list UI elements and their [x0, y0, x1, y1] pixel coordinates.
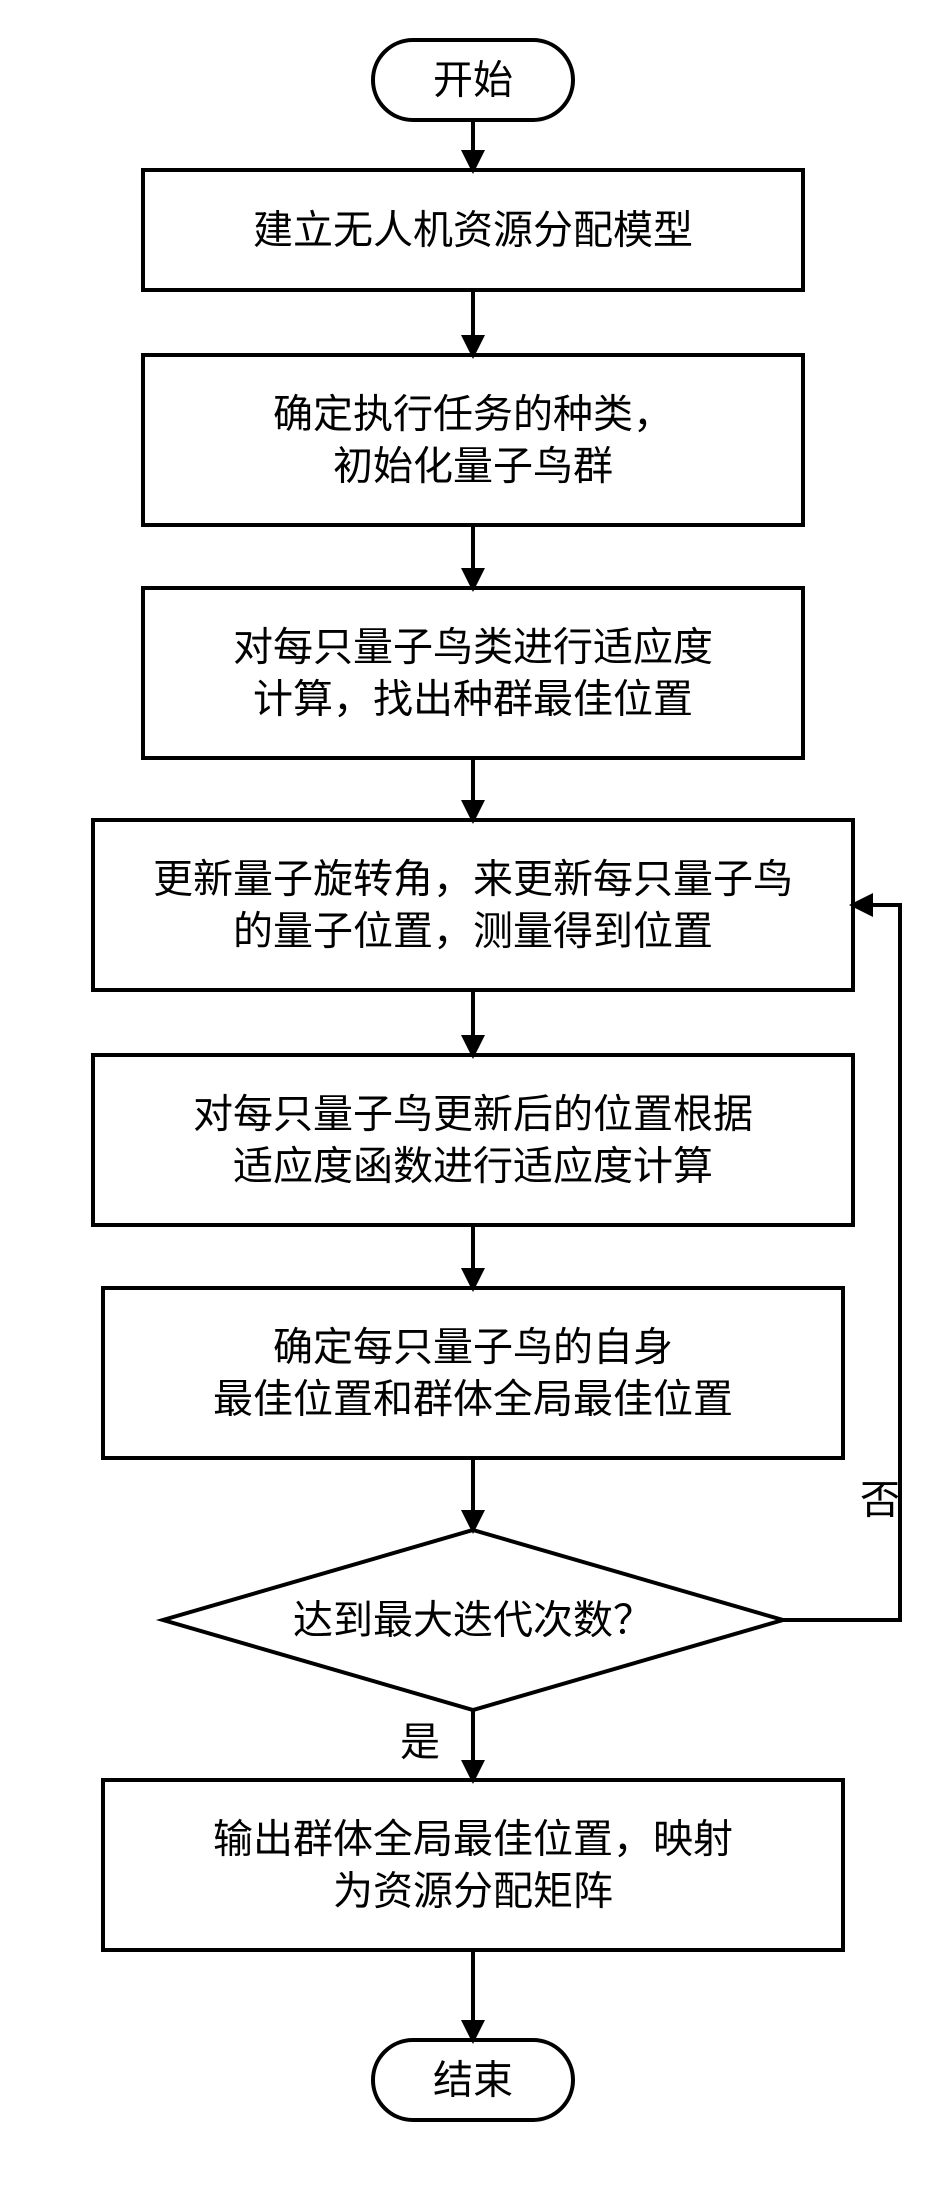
- node-step4-text-1: 的量子位置，测量得到位置: [233, 909, 713, 954]
- node-step7-text-0: 输出群体全局最佳位置，映射: [213, 1817, 733, 1862]
- node-start-text-0: 开始: [433, 58, 513, 103]
- label-yes: 是: [400, 1720, 440, 1765]
- node-step5-text-1: 适应度函数进行适应度计算: [233, 1144, 713, 1189]
- node-step3-text-1: 计算，找出种群最佳位置: [253, 677, 693, 722]
- node-step2-text-1: 初始化量子鸟群: [333, 444, 613, 489]
- node-step5-text-0: 对每只量子鸟更新后的位置根据: [193, 1092, 753, 1137]
- node-step2-text-0: 确定执行任务的种类，: [273, 392, 673, 437]
- label-no: 否: [860, 1478, 900, 1523]
- node-end-text-0: 结束: [433, 2058, 513, 2103]
- node-step4-text-0: 更新量子旋转角，来更新每只量子鸟: [153, 857, 793, 902]
- node-step7: [103, 1780, 843, 1950]
- node-step5: [93, 1055, 853, 1225]
- node-step6-text-0: 确定每只量子鸟的自身: [273, 1325, 673, 1370]
- node-step1-text-0: 建立无人机资源分配模型: [253, 208, 693, 253]
- node-step2: [143, 355, 803, 525]
- node-step3-text-0: 对每只量子鸟类进行适应度: [233, 625, 713, 670]
- node-step3: [143, 588, 803, 758]
- node-step4: [93, 820, 853, 990]
- flowchart-svg: 开始建立无人机资源分配模型确定执行任务的种类， 初始化量子鸟群对每只量子鸟类进行适…: [0, 0, 946, 2206]
- node-step6-text-1: 最佳位置和群体全局最佳位置: [213, 1377, 733, 1422]
- node-decision-text-0: 达到最大迭代次数？: [293, 1598, 653, 1643]
- node-step6: [103, 1288, 843, 1458]
- node-step7-text-1: 为资源分配矩阵: [333, 1869, 613, 1914]
